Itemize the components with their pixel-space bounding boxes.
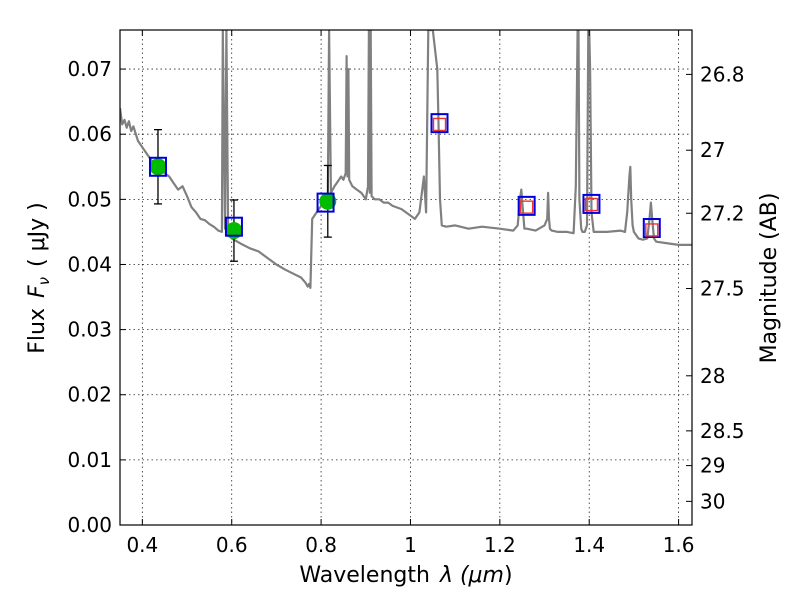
x-axis-label-unit: μm <box>468 563 504 588</box>
y-tick-label: 0.03 <box>67 318 112 342</box>
mag-tick-label: 27.5 <box>700 277 745 301</box>
model-box <box>642 218 661 238</box>
mag-tick-label: 28 <box>700 364 725 388</box>
plot-frame <box>119 29 693 526</box>
mag-tick-label: 27.2 <box>700 201 745 225</box>
model-box <box>582 193 601 214</box>
y-axis-label-var: F <box>25 285 50 298</box>
plot-series <box>120 30 692 289</box>
x-tick-label: 1.6 <box>663 533 695 557</box>
mag-tick-label: 26.8 <box>700 62 745 86</box>
y-tick-label: 0.05 <box>67 187 112 211</box>
x-tick-label: 1.2 <box>484 533 516 557</box>
upper-limit-box <box>432 117 447 132</box>
x-tick-label: 0.4 <box>126 533 158 557</box>
model-box <box>224 216 243 237</box>
model-box <box>148 156 167 177</box>
x-tick-label: 1.4 <box>573 533 605 557</box>
grid <box>120 30 692 526</box>
spectrum-line <box>120 30 692 289</box>
y-tick-label: 0.02 <box>67 383 112 407</box>
y-axis-label: Flux Fν ( μJy ) <box>25 202 53 353</box>
x-tick-label: 1 <box>404 533 417 557</box>
y-tick-label: 0.00 <box>67 513 112 537</box>
mag-tick-label: 28.5 <box>700 419 745 443</box>
mag-tick-label: 29 <box>700 454 725 478</box>
y-tick-label: 0.06 <box>67 122 112 146</box>
x-axis-label-var: λ ( <box>439 563 470 588</box>
y-axis-label-unit: ( μJy ) <box>25 202 50 267</box>
x-tick-label: 0.6 <box>216 533 248 557</box>
upper-limit-box <box>584 197 599 212</box>
x-axis-label-text: Wavelength <box>299 563 430 588</box>
upper-limit-box <box>645 223 659 237</box>
observed-point <box>149 158 167 176</box>
model-box <box>430 113 449 134</box>
x-tick-label: 0.8 <box>305 533 337 557</box>
model-box <box>316 192 335 213</box>
mag-tick-label: 30 <box>700 489 725 513</box>
axis-ticks: 0.4 0.6 0.8 1 1.2 1.4 1.6 0.00 0.01 0.02 0.03 0.04 0… <box>67 30 745 557</box>
y-axis-label-text: Flux <box>25 308 50 354</box>
x-axis-label-close: ) <box>504 563 513 588</box>
y2-axis-label: Magnitude (AB) <box>757 193 782 364</box>
y-axis-label-sub: ν <box>35 277 53 285</box>
mag-tick-label: 27 <box>700 138 725 162</box>
y-tick-label: 0.01 <box>67 448 112 472</box>
upper-limit-box <box>519 200 534 214</box>
y-tick-label: 0.07 <box>67 57 112 81</box>
x-axis-label: Wavelength λ (μm) <box>299 563 512 588</box>
y-tick-label: 0.04 <box>67 252 112 276</box>
model-box <box>517 195 536 216</box>
